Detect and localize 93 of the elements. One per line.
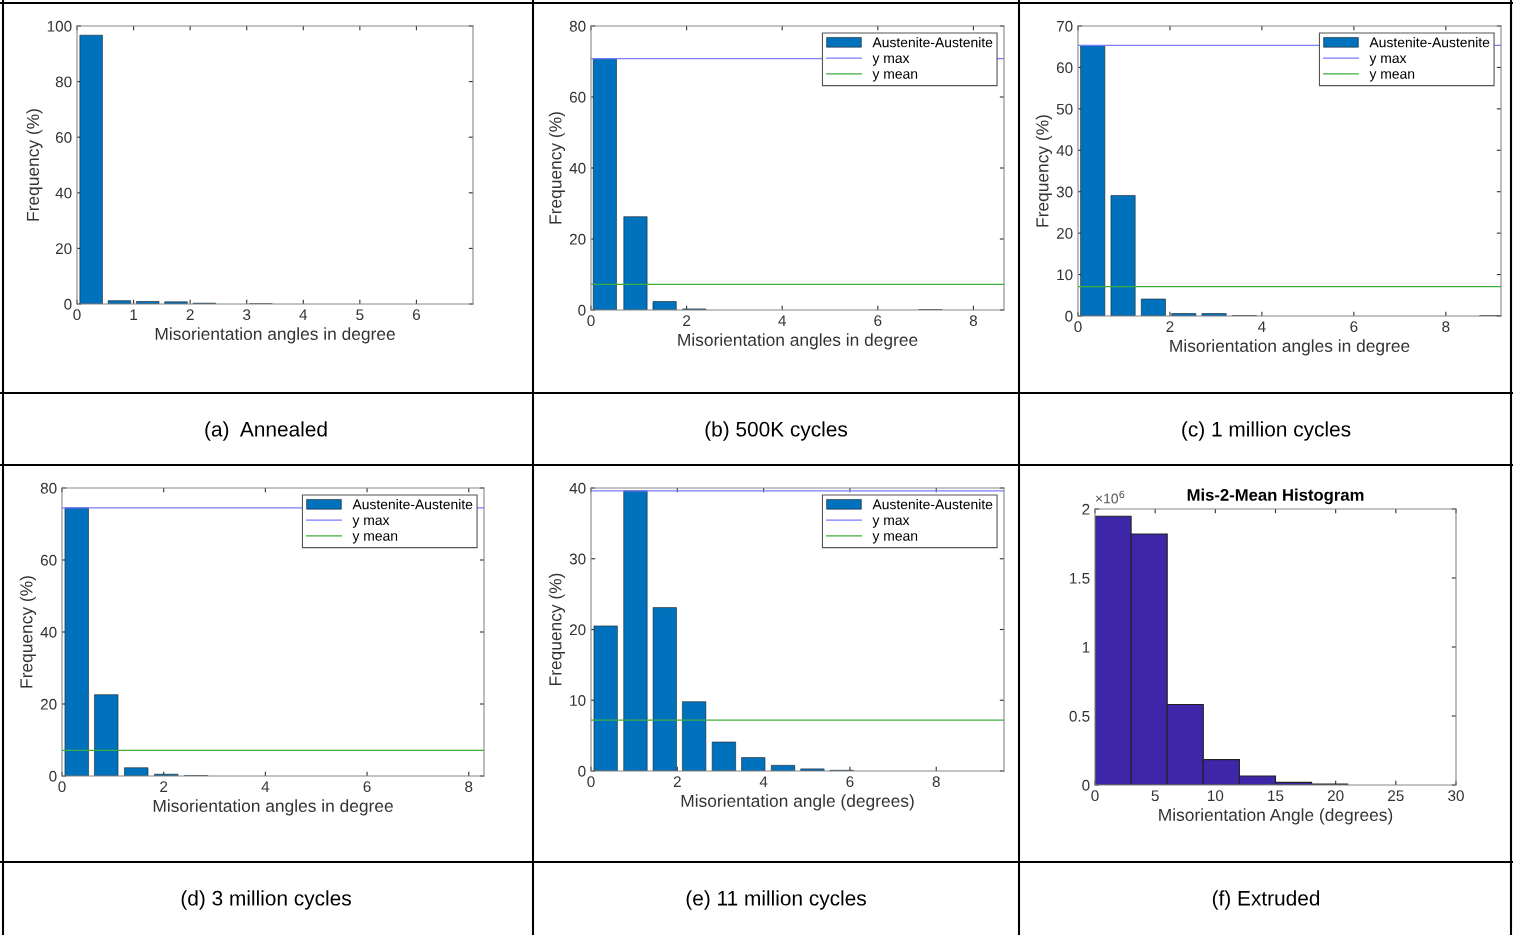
x-tick-label: 2 (160, 781, 168, 792)
x-axis-title: Misorientation angles in degree (1170, 339, 1410, 356)
y-tick-label: 20 (40, 698, 57, 710)
text: ×10$^{6}$ (1095, 490, 1125, 504)
x-tick-label: 6 (363, 781, 371, 793)
x-tick-label: 6 (1350, 321, 1358, 333)
y-tick-label: 70 (1056, 20, 1073, 32)
legend-label: y mean (872, 533, 918, 544)
y-tick-label: 20 (569, 233, 586, 245)
text: (f) Extruded (1212, 890, 1320, 910)
x-tick-label: 8 (1442, 321, 1450, 333)
text: (a) Annealed (205, 421, 327, 441)
x-tick-label: 6 (846, 776, 854, 788)
y-tick-label: 40 (40, 626, 57, 638)
x-tick-label: 2 (683, 315, 691, 326)
x-tick-label: 10 (1208, 790, 1224, 802)
x-axis-title: Misorientation angles in degree (678, 333, 918, 350)
x-tick-label: 5 (356, 309, 364, 321)
x-axis-title: Misorientation angles in degree (155, 327, 395, 344)
y-tick-label: 100 (47, 20, 72, 32)
x-tick-label: 0 (587, 315, 595, 327)
y-tick-label: 30 (569, 553, 586, 565)
legend-label: Austenite-Austenite (352, 499, 473, 510)
y-tick-label: 0 (64, 298, 72, 310)
y-tick-label: 20 (55, 243, 72, 255)
x-axis-title: Misorientation Angle (degrees) (1159, 808, 1393, 825)
y-tick-label: 10 (1057, 269, 1073, 281)
y-axis-title: Frequency (%) (26, 109, 43, 221)
x-tick-label: 6 (412, 309, 421, 321)
x-tick-label: 2 (1166, 321, 1174, 332)
x-tick-label: 0 (1091, 790, 1099, 802)
x-tick-label: 25 (1388, 790, 1404, 802)
ref-line-label: y max (872, 55, 910, 66)
x-axis-title: Misorientation angles in degree (153, 799, 393, 816)
x-tick-label: 15 (1268, 790, 1284, 802)
y-tick-label: 30 (1056, 186, 1073, 198)
y-axis-title: Frequency (%) (548, 573, 565, 685)
x-tick-label: 30 (1448, 790, 1464, 802)
y-tick-label: 40 (569, 162, 586, 174)
y-tick-label: 1 (1082, 642, 1090, 653)
x-tick-label: 4 (299, 309, 308, 320)
y-axis-title: Frequency (%) (548, 112, 565, 224)
y-tick-label: 40 (1056, 145, 1073, 156)
y-tick-label: 1.5 (1070, 573, 1090, 584)
x-tick-label: 6 (874, 315, 882, 327)
text: (b) 500K cycles (705, 421, 848, 441)
x-tick-label: 4 (778, 315, 787, 326)
y-tick-label: 40 (569, 482, 586, 494)
y-tick-label: 60 (40, 554, 57, 566)
x-tick-label: 3 (243, 309, 251, 321)
y-tick-label: 20 (1056, 228, 1073, 239)
chart-title: Mis-2-Mean Histogram (1187, 488, 1364, 505)
y-tick-label: 2 (1082, 503, 1090, 515)
legend-label: Austenite-Austenite (872, 499, 993, 510)
x-tick-label: 0 (73, 309, 81, 321)
y-tick-label: 10 (570, 695, 586, 706)
y-tick-label: 50 (1056, 103, 1073, 115)
y-axis-title: Frequency (%) (19, 576, 36, 688)
x-tick-label: 8 (969, 315, 977, 327)
x-tick-label: 8 (465, 781, 473, 793)
y-tick-label: 80 (40, 482, 57, 494)
x-tick-label: 0 (587, 776, 595, 788)
y-tick-label: 0.5 (1069, 710, 1090, 722)
y-tick-label: 0 (578, 765, 586, 777)
legend-label: y mean (1369, 71, 1415, 82)
y-tick-label: 40 (55, 187, 72, 199)
legend-label: y mean (872, 71, 918, 82)
x-tick-label: 4 (759, 776, 768, 787)
legend-label: y max (352, 517, 390, 528)
x-tick-label: 8 (932, 776, 940, 788)
y-tick-label: 20 (569, 624, 586, 636)
text: (d) 3 million cycles (181, 890, 351, 910)
x-tick-label: 2 (673, 776, 681, 787)
y-tick-label: 60 (569, 91, 586, 103)
x-tick-label: 4 (261, 781, 270, 792)
legend-label: Austenite-Austenite (1369, 37, 1490, 48)
x-axis-title: Misorientation angle (degrees) (681, 794, 914, 811)
legend-label: Austenite-Austenite (872, 37, 993, 48)
x-tick-label: 20 (1327, 790, 1344, 802)
text: (c) 1 million cycles (1182, 421, 1351, 441)
y-tick-label: 60 (1056, 62, 1073, 74)
x-tick-label: 4 (1258, 321, 1266, 332)
x-tick-label: 2 (186, 309, 194, 320)
y-tick-label: 80 (569, 20, 586, 32)
y-axis-title: Frequency (%) (1035, 115, 1052, 227)
text: (e) 11 million cycles (686, 890, 866, 910)
y-tick-label: 80 (55, 76, 72, 88)
x-tick-label: 5 (1151, 790, 1159, 802)
legend-label: y max (872, 517, 910, 528)
legend-label: y mean (352, 533, 398, 544)
legend-label: y max (1369, 55, 1407, 66)
x-tick-label: 1 (130, 309, 138, 320)
y-tick-label: 60 (55, 132, 72, 143)
